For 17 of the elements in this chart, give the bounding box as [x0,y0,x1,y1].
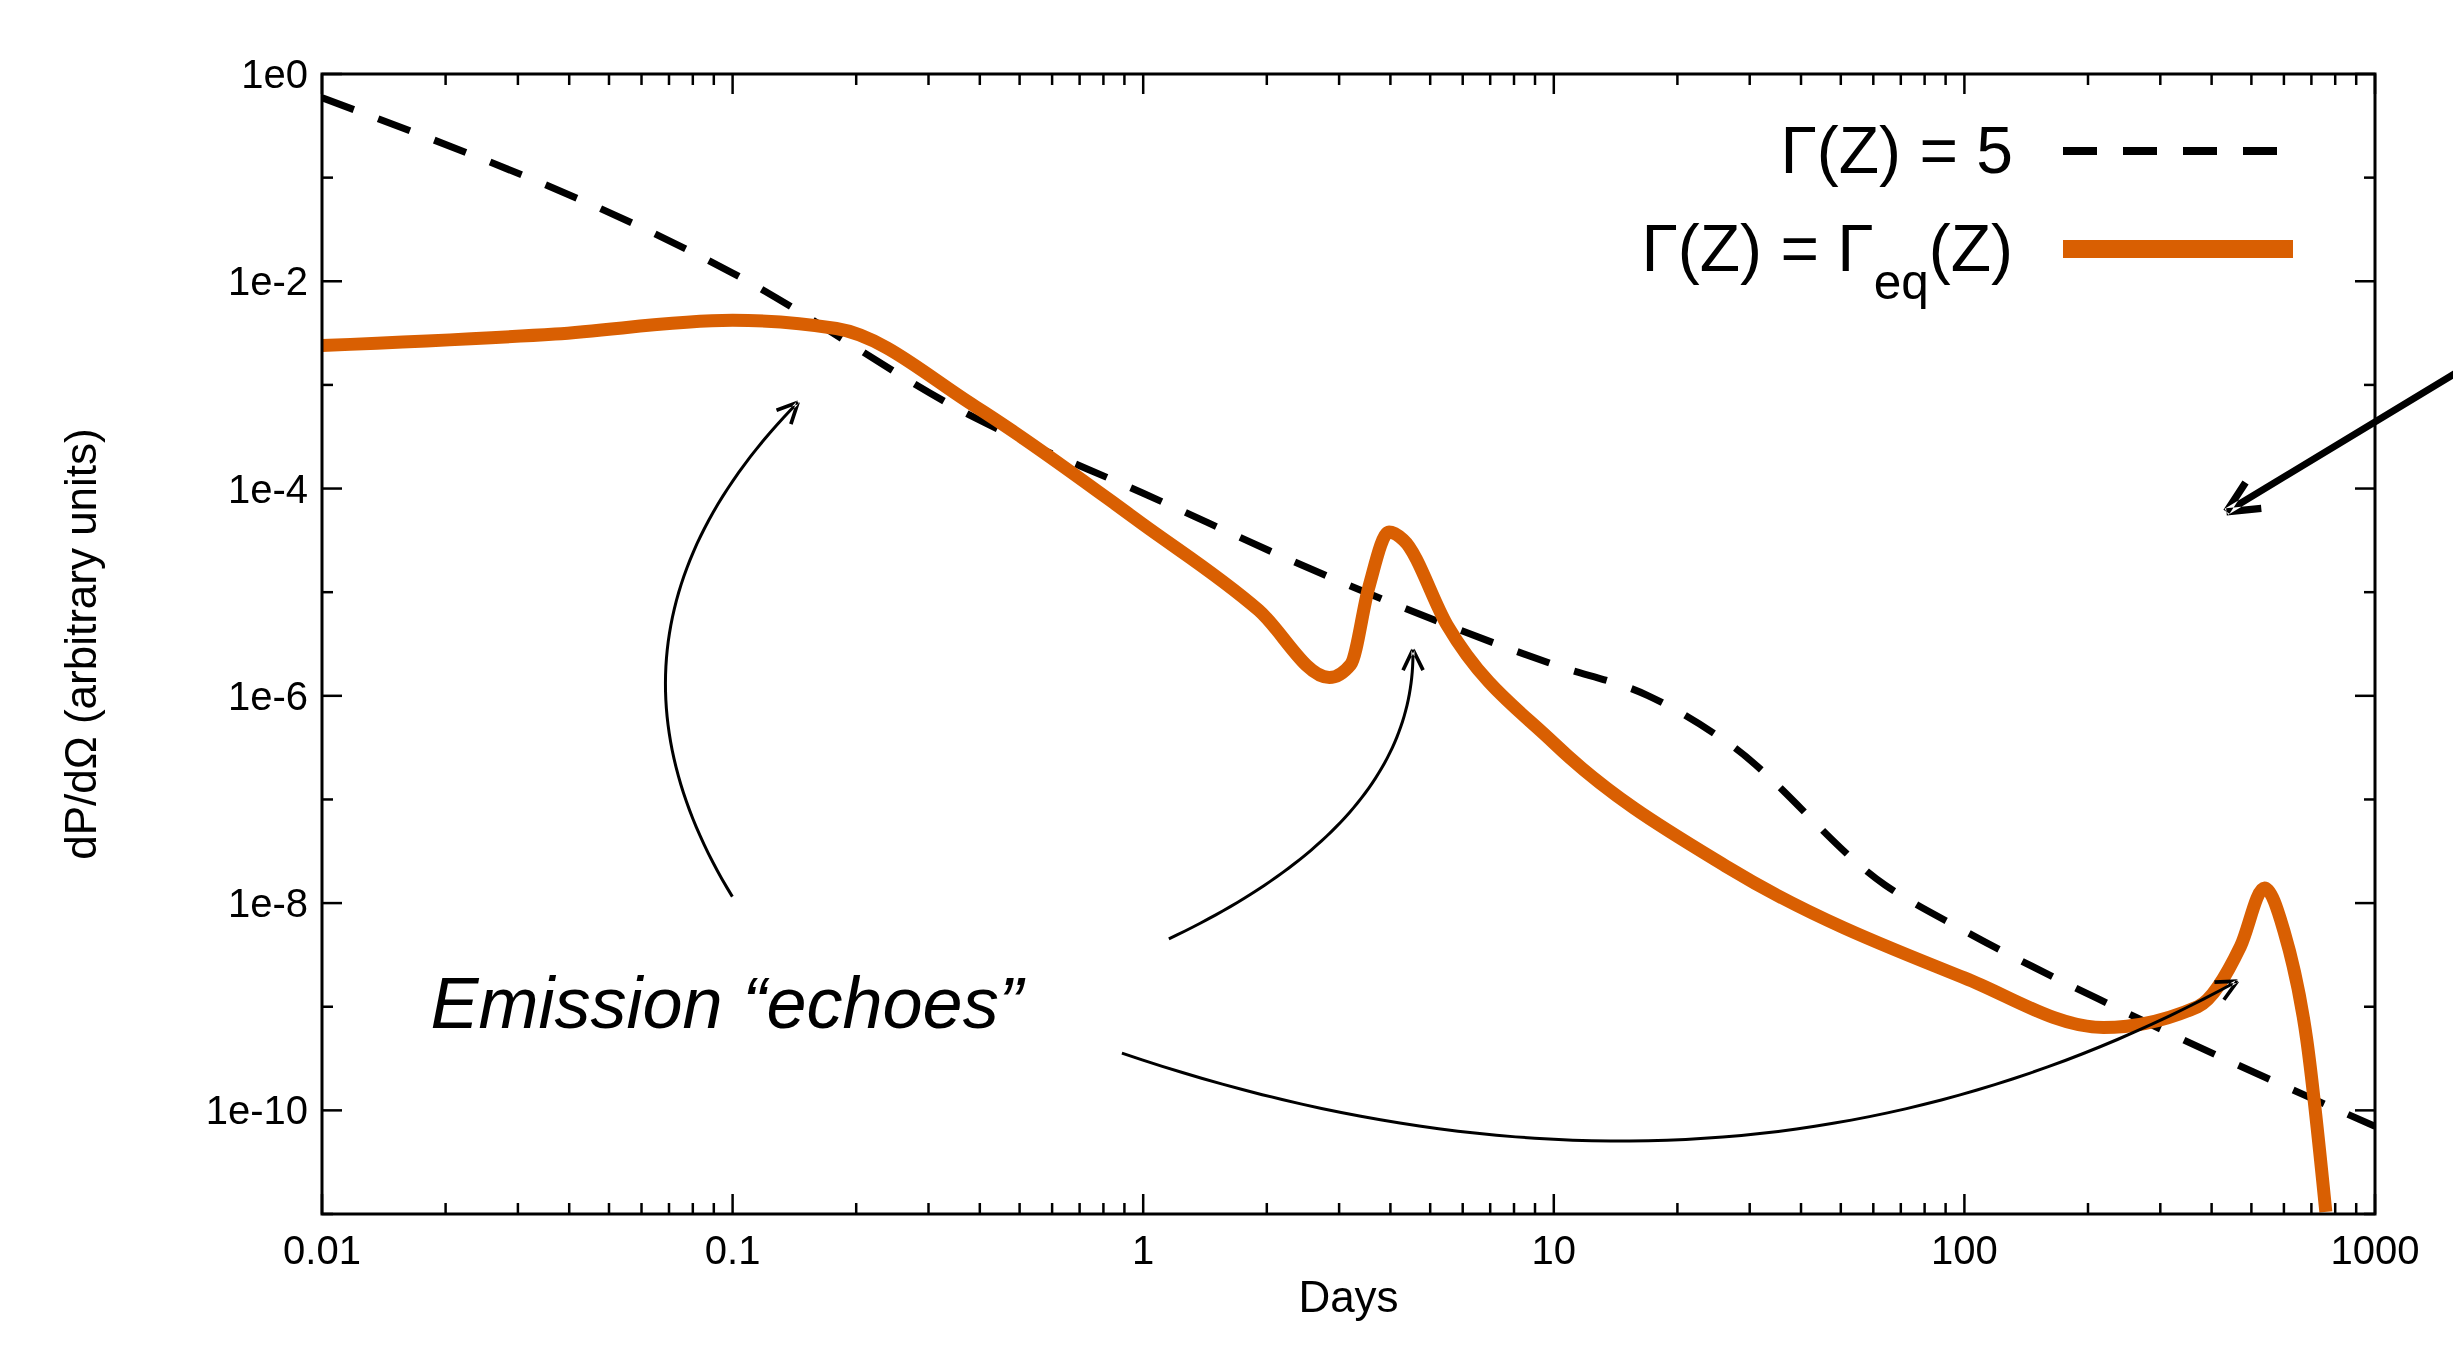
x-tick-label: 100 [1931,1228,1998,1272]
y-axis-title: dP/dΩ (arbitrary units) [56,428,105,860]
x-tick-label: 0.1 [704,1228,761,1272]
x-axis-title: Days [1298,1272,1399,1321]
y-tick-label: 1e0 [241,52,308,96]
y-tick-label: 1e-10 [205,1088,308,1133]
y-tick-label: 1e-6 [227,673,308,718]
y-tick-label: 1e-4 [227,466,308,511]
x-tick-label: 1 [1132,1228,1155,1272]
x-tick-label: 1000 [2330,1228,2420,1272]
legend-label: Γ(Z) = Γ$_{eq}$(Z) [1641,211,2013,309]
x-tick-label: 0.01 [283,1228,361,1272]
legend-label: Γ(Z) = 5 [1780,113,2013,187]
y-tick-label: 1e-2 [227,259,308,304]
x-tick-label: 10 [1531,1228,1577,1272]
y-tick-label: 1e-8 [227,881,308,926]
annotation: Emission “echoes” [430,963,1026,1044]
